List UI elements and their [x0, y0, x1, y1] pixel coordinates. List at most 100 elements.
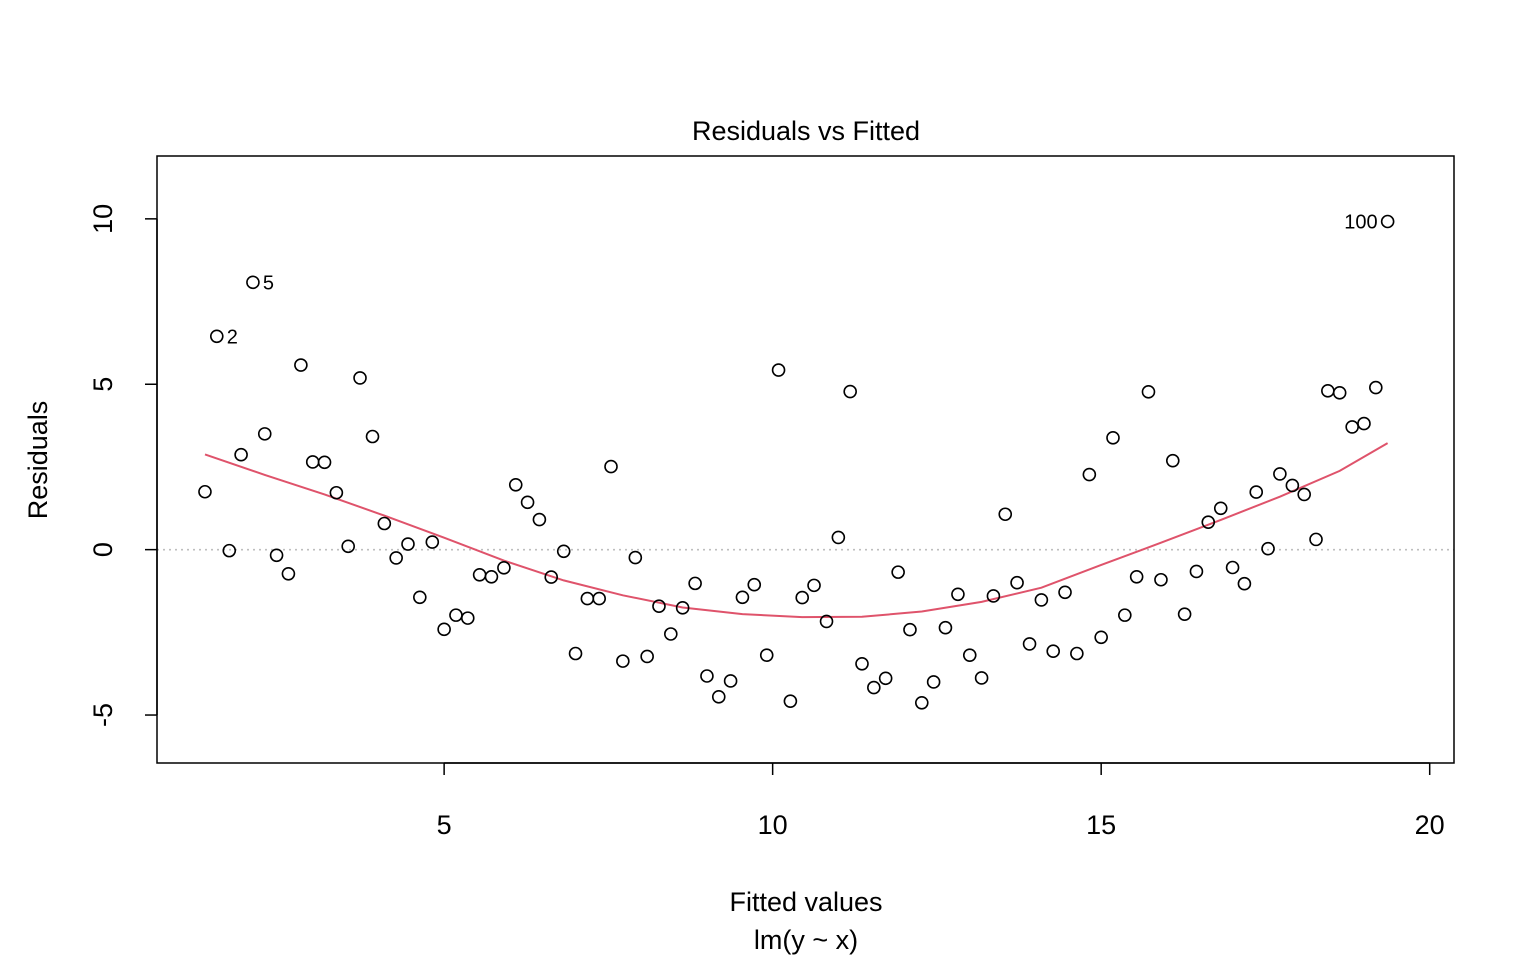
data-point [317, 455, 332, 470]
data-point [723, 674, 738, 688]
data-point [914, 695, 929, 710]
data-point [1297, 487, 1311, 502]
data-point [807, 578, 821, 593]
data-point [1022, 637, 1037, 651]
data-point [508, 478, 523, 492]
data-point [413, 590, 427, 605]
smoother-line [204, 442, 1389, 619]
data-point [938, 620, 953, 635]
data-point [1034, 593, 1049, 607]
data-point [688, 576, 702, 591]
data-point [1058, 585, 1072, 600]
data-point [664, 627, 678, 641]
data-point [460, 611, 475, 625]
y-axis-title: Residuals [23, 401, 53, 520]
point-label: 100 [1344, 211, 1377, 233]
data-point [437, 622, 451, 637]
data-point [1165, 453, 1180, 468]
data-point [700, 669, 714, 683]
x-tick-label: 20 [1415, 810, 1445, 840]
data-point [198, 484, 212, 499]
data-point [891, 565, 905, 579]
data-point [365, 429, 380, 444]
data-point [341, 539, 355, 554]
data-point [652, 599, 666, 614]
data-point [556, 544, 571, 559]
data-point [472, 567, 487, 582]
y-tick-label: 5 [88, 377, 118, 392]
data-point [1321, 384, 1335, 398]
model-formula-caption: lm(y ~ x) [754, 925, 858, 955]
data-point [747, 577, 762, 592]
data-point [425, 535, 440, 549]
x-tick-label: 15 [1086, 810, 1116, 840]
data-point [1118, 608, 1132, 622]
data-point [1213, 501, 1228, 516]
data-point [986, 589, 1001, 603]
x-tick-label: 10 [758, 810, 788, 840]
data-point [294, 358, 308, 372]
data-point [867, 680, 881, 695]
data-point [819, 614, 834, 629]
data-point [759, 648, 774, 662]
y-tick-label: 0 [88, 542, 118, 557]
data-point [269, 548, 284, 563]
data-point [1154, 572, 1168, 587]
data-point [1225, 560, 1240, 575]
data-point [640, 649, 654, 664]
data-point [926, 675, 941, 689]
data-point [544, 570, 559, 584]
data-point [234, 447, 248, 462]
data-point [1201, 515, 1216, 529]
data-point [1106, 431, 1120, 445]
data-point [246, 275, 260, 290]
data-point [831, 530, 846, 545]
data-point [1129, 569, 1144, 584]
data-point [389, 551, 403, 565]
data-point [568, 646, 583, 661]
plot-frame [156, 155, 1455, 764]
data-point [951, 587, 965, 602]
data-point [855, 656, 869, 671]
data-point [1189, 564, 1204, 579]
data-point [592, 591, 606, 606]
data-point [532, 512, 547, 527]
data-point [353, 371, 367, 385]
data-point [222, 543, 237, 558]
data-point [520, 495, 535, 510]
data-point [711, 690, 726, 704]
x-axis-title: Fitted values [729, 887, 882, 917]
data-point [843, 384, 857, 399]
data-point [974, 671, 989, 685]
data-point [449, 608, 463, 622]
data-point [329, 485, 344, 500]
data-point [1046, 644, 1061, 658]
y-tick-label: 10 [88, 204, 118, 234]
point-label: 2 [227, 326, 238, 348]
y-tick-label: -5 [88, 703, 118, 727]
data-point [998, 507, 1013, 522]
data-point [675, 601, 690, 615]
data-point [771, 363, 786, 377]
data-point [1070, 646, 1084, 661]
data-point [209, 329, 224, 344]
plot-area: 5 10 15 20 -5 0 5 10 2 5 100 [88, 155, 1455, 840]
data-point [616, 654, 630, 668]
data-point [878, 671, 893, 686]
data-point [497, 561, 511, 575]
data-point [1369, 380, 1383, 395]
data-point [401, 537, 415, 551]
point-label: 5 [263, 272, 274, 294]
data-point [735, 590, 750, 605]
chart-title: Residuals vs Fitted [692, 116, 920, 146]
data-point [1285, 478, 1300, 493]
data-point [1332, 386, 1347, 400]
data-point [1237, 576, 1252, 591]
data-point [1357, 416, 1371, 431]
data-point [1273, 467, 1287, 481]
x-tick-label: 5 [437, 810, 452, 840]
data-point [1249, 485, 1264, 499]
data-point [257, 427, 272, 441]
data-point [305, 455, 320, 469]
